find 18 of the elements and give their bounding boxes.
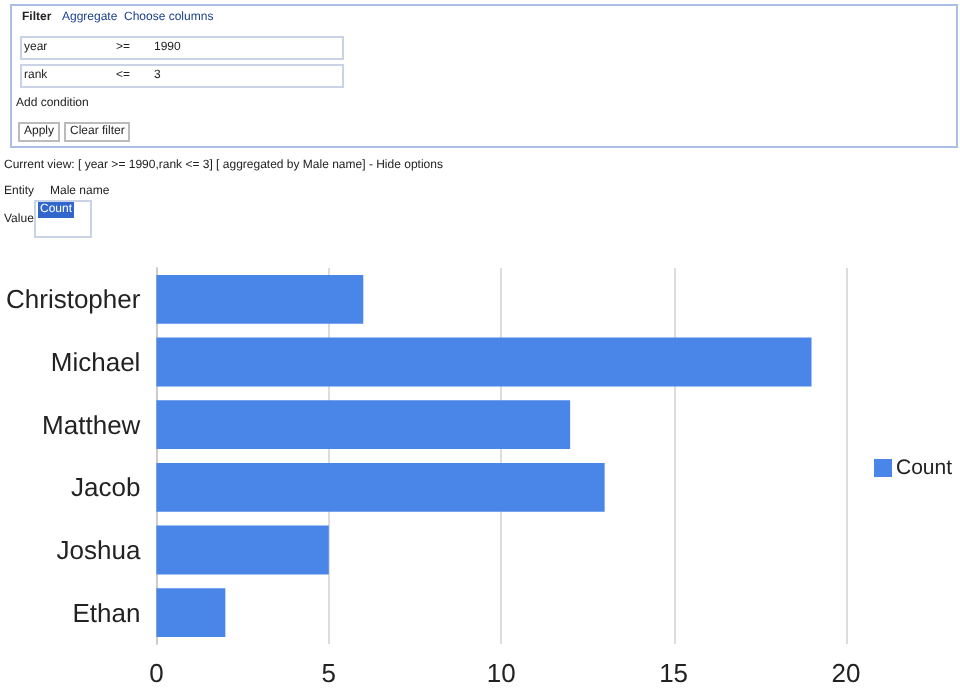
bar [156,462,605,512]
bar [156,274,364,324]
y-tick-label: Joshua [56,535,142,565]
y-tick-label: Michael [50,347,141,377]
y-tick-label: Christopher [5,284,142,315]
x-tick-label: 5 [321,658,337,688]
y-tick-label: Matthew [42,409,142,440]
x-tick-label: 20 [831,658,861,688]
bar [156,337,812,387]
x-tick-label: 10 [486,658,516,688]
x-tick-label: 0 [149,658,164,688]
y-tick-label: Ethan [72,597,141,628]
bar [156,525,329,575]
x-tick-label: 15 [659,658,689,688]
bar [156,400,571,450]
y-tick-label: Jacob [70,472,141,503]
legend-label: Count [896,456,953,480]
bar [156,588,226,638]
